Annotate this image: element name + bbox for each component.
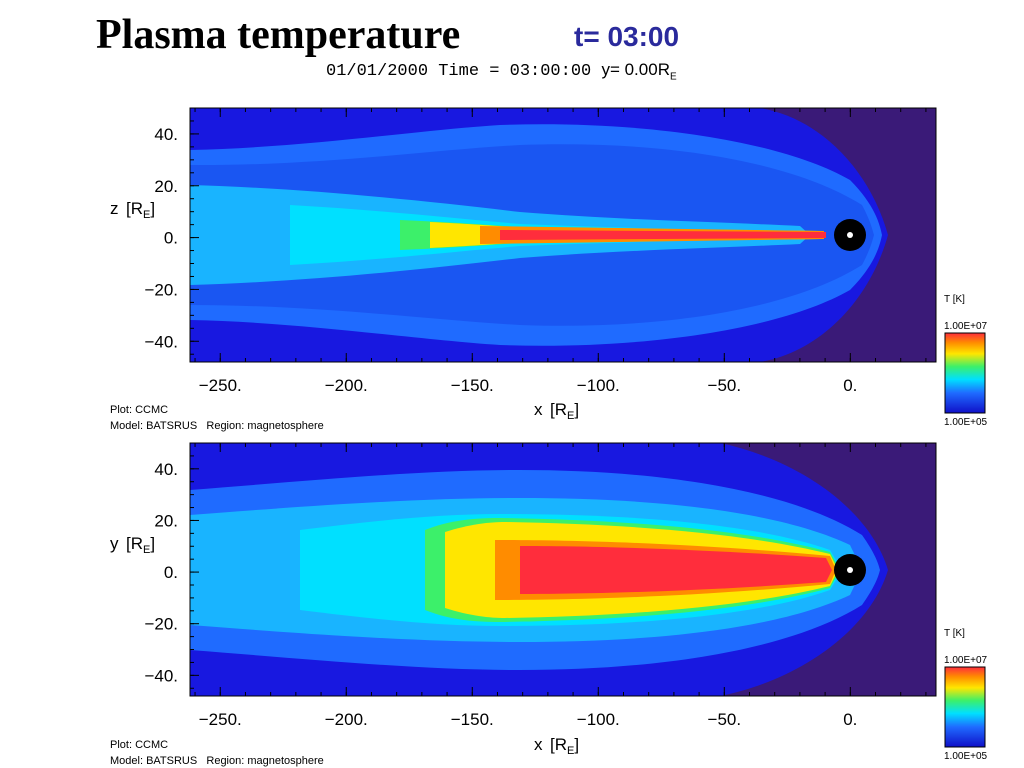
- y-axis-label-units: [RE]: [126, 534, 155, 556]
- header-y-sub: E: [669, 71, 677, 83]
- colorbar-bottom: T [K] 1.00E+07 1.00E+05: [944, 628, 988, 762]
- footer-model: Model: BATSRUS Region: magnetosphere: [110, 420, 324, 432]
- footer-model: Model: BATSRUS Region: magnetosphere: [110, 755, 324, 767]
- x-tick-label: −250.: [199, 376, 242, 395]
- header-y-eq: y= 0.00R: [601, 60, 670, 79]
- panel-xy: −250. −200. −150. −100. −50. 0. 40. 20. 0. −20. −4…: [110, 442, 937, 757]
- x-tick-label: −100.: [577, 710, 620, 729]
- panel-xz: −250. −200. −150. −100. −50. 0. 40. 20. 0. −20. −4…: [110, 107, 937, 422]
- x-axis-label-units: [RE]: [550, 735, 579, 757]
- field-red-core: [500, 230, 826, 240]
- colorbar-top: T [K] 1.00E+07 1.00E+05: [944, 294, 988, 428]
- y-tick-label: 0.: [164, 229, 178, 248]
- y-axis-label: y [RE]: [110, 534, 155, 556]
- panel-xz-field: [190, 108, 936, 362]
- y-tick-label: 40.: [154, 460, 178, 479]
- x-tick-label: −100.: [577, 376, 620, 395]
- y-tick-label: −40.: [144, 332, 178, 351]
- x-tick-label: −150.: [451, 376, 494, 395]
- x-axis-label-letter: x: [534, 735, 543, 754]
- y-tick-label: −40.: [144, 666, 178, 685]
- time-subtitle: t= 03:00: [574, 21, 680, 52]
- colorbar-label: T [K]: [944, 628, 965, 639]
- plot-header: 01/01/2000 Time = 03:00:00 y= 0.00RE: [326, 60, 677, 87]
- header-y-value: y= 0.00RE: [601, 60, 677, 83]
- field-red-core: [520, 546, 832, 594]
- footer-plot: Plot: CCMC: [110, 404, 168, 416]
- x-tick-label: −150.: [451, 710, 494, 729]
- footer-plot: Plot: CCMC: [110, 739, 168, 751]
- x-axis-label: x [RE]: [534, 735, 579, 757]
- colorbar-scale: [944, 666, 986, 748]
- y-tick-label: −20.: [144, 615, 178, 634]
- y-tick-label: 0.: [164, 563, 178, 582]
- header-date-time: 01/01/2000 Time = 03:00:00: [326, 62, 592, 81]
- x-tick-label: −200.: [325, 710, 368, 729]
- y-tick-label: 20.: [154, 177, 178, 196]
- x-axis-label: x [RE]: [534, 400, 579, 422]
- colorbar-min: 1.00E+05: [944, 751, 988, 762]
- page-title: Plasma temperature: [96, 12, 461, 58]
- earth-marker: [847, 567, 853, 573]
- panel-xy-field: [190, 443, 936, 696]
- x-tick-label: 0.: [843, 710, 857, 729]
- x-tick-label: 0.: [843, 376, 857, 395]
- colorbar-scale: [944, 332, 986, 414]
- y-tick-label: 40.: [154, 125, 178, 144]
- y-axis-label-units: [RE]: [126, 199, 155, 221]
- x-tick-label: −50.: [708, 376, 742, 395]
- panel-xz-frame: [189, 107, 937, 363]
- panel-xy-frame: [189, 442, 937, 697]
- x-tick-label: −200.: [325, 376, 368, 395]
- x-axis-label-units: [RE]: [550, 400, 579, 422]
- panel-xy-axes: −250. −200. −150. −100. −50. 0. 40. 20. 0. −20. −4…: [110, 442, 927, 757]
- y-tick-label: 20.: [154, 511, 178, 530]
- x-tick-label: −250.: [199, 710, 242, 729]
- colorbar-label: T [K]: [944, 294, 965, 305]
- earth-marker: [847, 232, 853, 238]
- x-axis-label-letter: x: [534, 400, 543, 419]
- x-tick-label: −50.: [708, 710, 742, 729]
- y-axis-label-letter: z: [110, 199, 119, 218]
- y-axis-label-letter: y: [110, 534, 119, 553]
- colorbar-min: 1.00E+05: [944, 417, 988, 428]
- y-tick-label: −20.: [144, 280, 178, 299]
- colorbar-max: 1.00E+07: [944, 321, 988, 332]
- y-axis-label: z [RE]: [110, 199, 155, 221]
- colorbar-max: 1.00E+07: [944, 655, 988, 666]
